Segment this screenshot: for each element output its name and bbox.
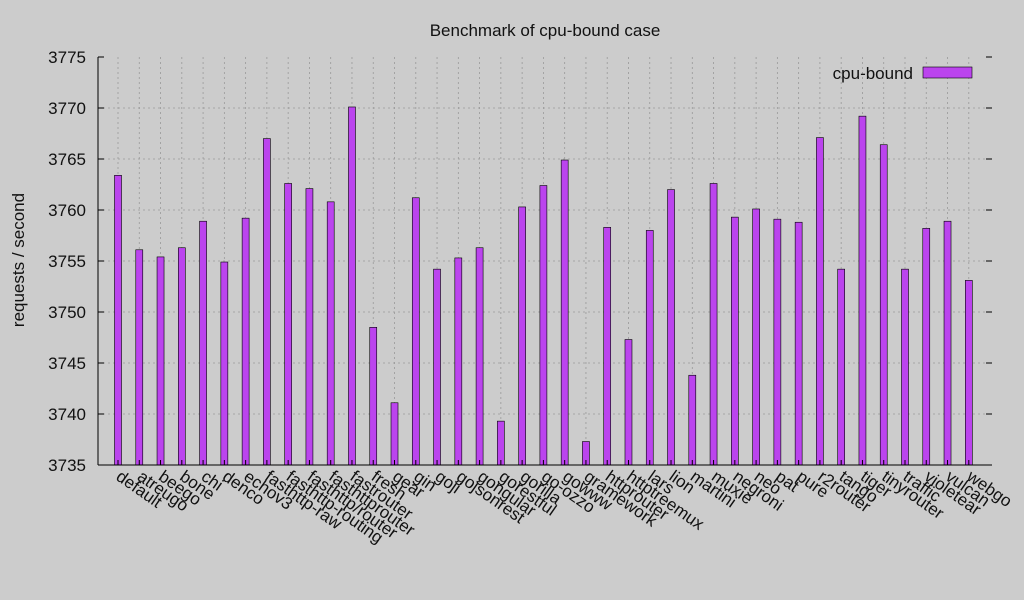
y-axis-label: requests / second xyxy=(9,193,28,327)
bar xyxy=(731,216,739,466)
bar xyxy=(603,227,612,466)
bar xyxy=(390,402,399,466)
bar xyxy=(114,175,122,466)
bar xyxy=(220,261,229,466)
y-tick-label: 3765 xyxy=(48,150,86,169)
bar xyxy=(688,374,697,466)
bar xyxy=(433,268,441,466)
legend: cpu-bound xyxy=(833,64,973,83)
bar xyxy=(667,189,675,466)
bar xyxy=(837,268,845,466)
bar xyxy=(135,249,144,466)
bar xyxy=(645,230,654,466)
bar xyxy=(539,185,548,466)
y-tick-label: 3740 xyxy=(48,405,86,424)
chart-title: Benchmark of cpu-bound case xyxy=(430,21,661,40)
bar xyxy=(369,326,378,466)
y-tick-label: 3745 xyxy=(48,354,86,373)
bar xyxy=(263,138,271,466)
bar xyxy=(454,257,463,466)
y-tick-label: 3775 xyxy=(48,48,86,67)
bar xyxy=(752,208,760,466)
y-tick-label: 3750 xyxy=(48,303,86,322)
bar xyxy=(879,144,888,466)
bar xyxy=(560,159,569,466)
bar xyxy=(943,220,952,466)
y-tick-label: 3735 xyxy=(48,456,86,475)
bar xyxy=(326,201,335,466)
y-tick-label: 3760 xyxy=(48,201,86,220)
legend-label: cpu-bound xyxy=(833,64,913,83)
bar xyxy=(922,228,931,466)
y-tick-label: 3770 xyxy=(48,99,86,118)
bar xyxy=(199,220,207,466)
y-tick-labels: 3735 3740 3745 3750 3755 3760 3765 3770 3775 xyxy=(48,48,86,475)
bar xyxy=(816,137,824,466)
legend-swatch xyxy=(922,66,973,79)
bar xyxy=(709,183,718,466)
bar xyxy=(518,206,526,466)
bar xyxy=(284,183,292,466)
bar xyxy=(178,247,186,466)
bar xyxy=(348,106,356,466)
bar xyxy=(858,115,867,466)
bar xyxy=(901,268,909,466)
bar xyxy=(411,197,420,466)
bar xyxy=(156,256,165,466)
axes xyxy=(97,56,992,466)
bar xyxy=(497,420,505,466)
bar xyxy=(794,221,803,466)
bar xyxy=(624,339,633,466)
bar xyxy=(305,188,314,466)
bar xyxy=(475,247,484,466)
bar xyxy=(241,217,250,466)
bar xyxy=(964,280,973,466)
y-tick-label: 3755 xyxy=(48,252,86,271)
bar xyxy=(773,218,782,466)
